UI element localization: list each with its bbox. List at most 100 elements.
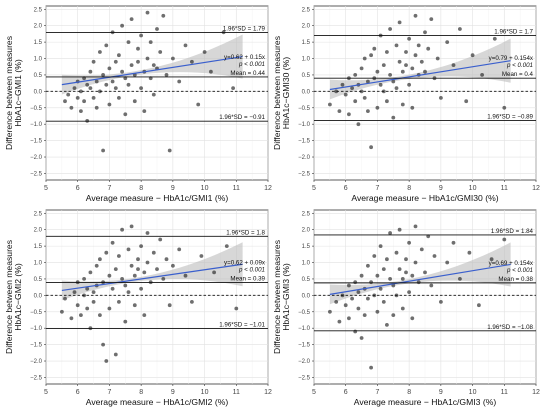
data-point bbox=[158, 237, 163, 242]
data-point bbox=[151, 63, 156, 67]
data-point bbox=[407, 240, 411, 245]
x-tick-label: 6 bbox=[344, 389, 348, 396]
confidence-band bbox=[329, 242, 511, 305]
data-point bbox=[63, 99, 67, 104]
data-point bbox=[117, 96, 121, 100]
y-tick-label: −2.0 bbox=[30, 155, 43, 161]
lower-limit-label: 1.96*SD = −0.91 bbox=[219, 114, 265, 121]
y-tick-label: −1.0 bbox=[30, 326, 43, 332]
data-point bbox=[340, 82, 345, 87]
y-tick-label: 2.5 bbox=[34, 7, 43, 13]
data-point bbox=[400, 277, 405, 281]
data-point bbox=[369, 53, 373, 58]
x-tick-label: 6 bbox=[344, 185, 348, 192]
p-value-label: p < 0.001 bbox=[238, 61, 265, 68]
data-point bbox=[435, 56, 440, 61]
data-point bbox=[63, 296, 67, 301]
data-point bbox=[196, 102, 201, 107]
data-point bbox=[353, 73, 358, 77]
data-point bbox=[113, 59, 118, 64]
data-point bbox=[451, 63, 456, 67]
data-point bbox=[334, 300, 339, 304]
data-point bbox=[79, 313, 83, 317]
data-point bbox=[394, 250, 399, 255]
data-point bbox=[366, 296, 370, 301]
data-point bbox=[110, 79, 115, 84]
p-value-label: p < 0.001 bbox=[506, 267, 533, 274]
y-tick-label: −1.5 bbox=[30, 343, 43, 349]
data-point bbox=[350, 296, 354, 301]
x-tick-label: 10 bbox=[201, 185, 209, 192]
data-point bbox=[155, 267, 159, 271]
x-tick-label: 11 bbox=[233, 389, 240, 396]
x-tick-label: 10 bbox=[469, 389, 477, 396]
data-point bbox=[88, 86, 93, 90]
data-point bbox=[356, 306, 361, 311]
data-point bbox=[375, 105, 380, 110]
lower-limit-label: 1.96*SD = −1.01 bbox=[219, 322, 265, 329]
data-point bbox=[148, 40, 153, 44]
data-point bbox=[359, 336, 364, 340]
data-point bbox=[407, 290, 411, 294]
data-point bbox=[413, 13, 418, 18]
data-point bbox=[388, 231, 392, 235]
data-point bbox=[123, 112, 128, 117]
data-point bbox=[91, 290, 96, 294]
data-point bbox=[381, 63, 386, 67]
data-point bbox=[142, 270, 147, 275]
data-point bbox=[366, 109, 370, 113]
data-point bbox=[423, 270, 427, 275]
data-point bbox=[416, 280, 421, 285]
y-tick-label: −0.5 bbox=[30, 106, 43, 112]
data-point bbox=[164, 73, 169, 77]
x-tick-label: 7 bbox=[107, 185, 111, 192]
data-point bbox=[492, 36, 497, 41]
data-point bbox=[400, 306, 405, 311]
data-point bbox=[359, 66, 364, 71]
upper-limit-label: 1.96*SD = 1.79 bbox=[223, 26, 266, 33]
data-point bbox=[328, 309, 332, 314]
x-tick-label: 8 bbox=[139, 185, 143, 192]
data-point bbox=[104, 43, 109, 48]
x-tick-label: 12 bbox=[264, 185, 272, 192]
mean-label: Mean = 0.39 bbox=[230, 276, 265, 283]
data-point bbox=[142, 109, 147, 113]
data-point bbox=[337, 319, 342, 324]
data-point bbox=[85, 306, 90, 311]
x-tick-label: 8 bbox=[407, 389, 411, 396]
data-point bbox=[419, 247, 424, 252]
x-tick-label: 7 bbox=[107, 389, 111, 396]
data-point bbox=[199, 254, 204, 258]
regression-equation: y=0.62 + 0.09x bbox=[224, 260, 266, 267]
data-point bbox=[75, 303, 80, 308]
data-point bbox=[117, 300, 121, 304]
x-tick-label: 9 bbox=[171, 185, 175, 192]
y-tick-label: 2.5 bbox=[302, 7, 311, 13]
data-point bbox=[167, 148, 172, 153]
y-tick-label: 1.5 bbox=[302, 244, 311, 250]
data-point bbox=[104, 250, 109, 255]
data-point bbox=[429, 283, 434, 288]
data-point bbox=[98, 257, 102, 262]
data-point bbox=[356, 122, 361, 127]
data-point bbox=[458, 277, 462, 281]
data-point bbox=[404, 270, 408, 275]
x-tick-label: 7 bbox=[375, 389, 379, 396]
data-point bbox=[107, 102, 112, 107]
data-point bbox=[161, 13, 166, 18]
data-point bbox=[126, 82, 131, 87]
data-point bbox=[404, 63, 408, 67]
data-point bbox=[410, 66, 415, 71]
data-point bbox=[375, 69, 380, 74]
regression-line bbox=[329, 263, 511, 295]
y-tick-label: −1.5 bbox=[298, 139, 311, 145]
data-point bbox=[113, 352, 118, 357]
y-tick-label: −2.0 bbox=[298, 359, 311, 365]
data-point bbox=[117, 53, 121, 58]
data-point bbox=[451, 240, 456, 245]
y-tick-label: −2.5 bbox=[30, 375, 43, 381]
data-point bbox=[117, 254, 121, 258]
data-point bbox=[423, 69, 427, 74]
y-tick-label: 0.5 bbox=[302, 73, 311, 79]
